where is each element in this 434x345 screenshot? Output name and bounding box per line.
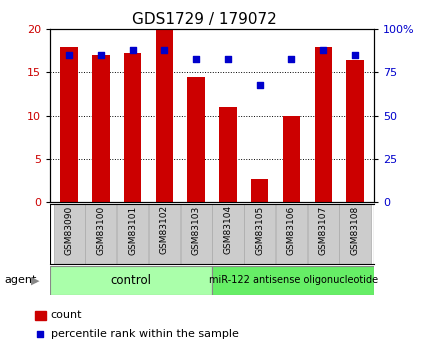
Bar: [155, 29, 173, 202]
Point: [129, 47, 136, 53]
Text: GSM83090: GSM83090: [64, 205, 73, 255]
Bar: [212, 266, 373, 295]
Point: [307, 253, 314, 258]
Point: [97, 52, 104, 58]
Point: [66, 52, 72, 58]
Text: GSM83106: GSM83106: [286, 205, 295, 255]
Bar: [307, 204, 338, 264]
Bar: [219, 107, 236, 202]
Text: control: control: [110, 274, 151, 287]
Bar: [187, 77, 204, 202]
Point: [351, 52, 358, 58]
Text: GSM83100: GSM83100: [96, 205, 105, 255]
Bar: [85, 204, 116, 264]
Bar: [148, 204, 180, 264]
Bar: [282, 116, 299, 202]
Text: agent: agent: [4, 275, 36, 285]
Text: GSM83103: GSM83103: [191, 205, 200, 255]
Text: GSM83105: GSM83105: [255, 205, 263, 255]
Bar: [275, 204, 306, 264]
Text: GSM83101: GSM83101: [128, 205, 137, 255]
Point: [256, 82, 263, 87]
Bar: [180, 204, 211, 264]
Bar: [53, 204, 85, 264]
Text: GSM83104: GSM83104: [223, 205, 232, 255]
Bar: [50, 266, 212, 295]
Text: GSM83107: GSM83107: [318, 205, 327, 255]
Text: percentile rank within the sample: percentile rank within the sample: [51, 329, 238, 339]
Text: GSM83108: GSM83108: [350, 205, 359, 255]
Bar: [117, 204, 148, 264]
Text: GDS1729 / 179072: GDS1729 / 179072: [132, 12, 276, 27]
Bar: [243, 204, 275, 264]
Point: [224, 56, 231, 61]
Bar: [212, 204, 243, 264]
Text: miR-122 antisense oligonucleotide: miR-122 antisense oligonucleotide: [208, 275, 377, 285]
Bar: [314, 47, 331, 202]
Bar: [345, 59, 363, 202]
Bar: [92, 55, 109, 202]
Bar: [60, 47, 78, 202]
Text: ▶: ▶: [31, 275, 40, 285]
Text: GSM83102: GSM83102: [160, 205, 168, 255]
Bar: [35, 310, 46, 320]
Point: [319, 47, 326, 53]
Point: [192, 56, 199, 61]
Point: [161, 47, 168, 53]
Text: count: count: [51, 310, 82, 320]
Point: [287, 56, 294, 61]
Bar: [250, 179, 268, 202]
Bar: [124, 52, 141, 202]
Bar: [339, 204, 370, 264]
